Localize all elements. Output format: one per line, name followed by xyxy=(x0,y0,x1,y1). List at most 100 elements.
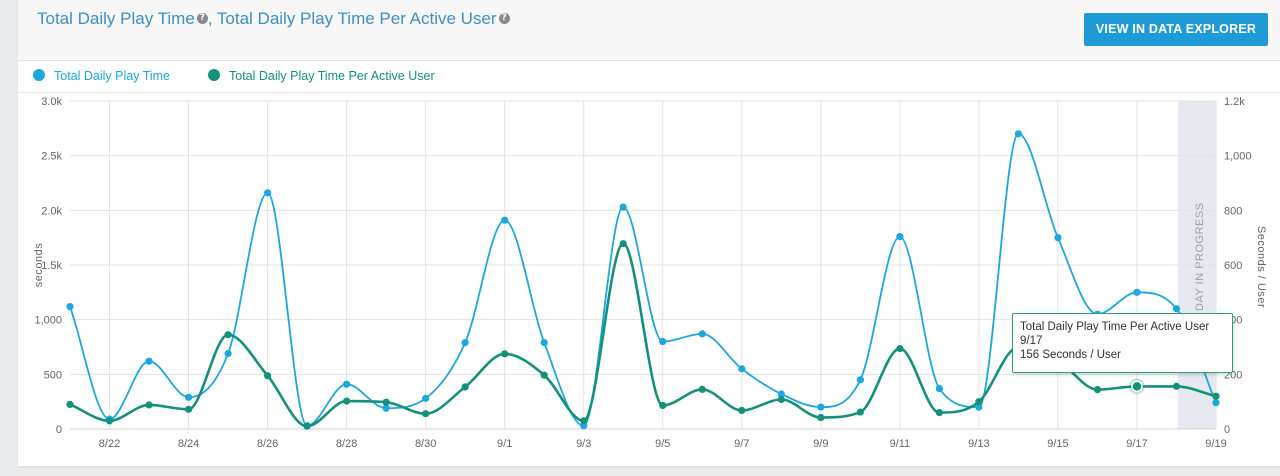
x-tick-label: 9/5 xyxy=(655,438,670,450)
data-point-play-time-per-user xyxy=(66,400,74,408)
x-tick-label: 9/1 xyxy=(497,438,512,450)
series-line-total-play-time xyxy=(69,132,1217,427)
data-point-total-play-time xyxy=(1133,288,1141,296)
y-left-tick-label: 1,000 xyxy=(34,315,62,327)
data-point-play-time-per-user xyxy=(224,331,232,339)
y-right-tick-label: 1,000 xyxy=(1224,151,1252,163)
data-point-play-time-per-user xyxy=(501,350,509,358)
data-point-total-play-time xyxy=(738,365,746,373)
data-point-total-play-time xyxy=(382,404,390,412)
data-point-play-time-per-user xyxy=(856,408,864,416)
legend-item-play-time-per-user[interactable]: Total Daily Play Time Per Active User xyxy=(208,69,435,83)
data-point-total-play-time xyxy=(1014,130,1023,138)
data-point-play-time-per-user xyxy=(777,395,785,404)
data-point-total-play-time xyxy=(896,232,904,241)
data-point-total-play-time xyxy=(817,403,825,411)
y-right-tick-label: 800 xyxy=(1224,205,1242,217)
panel-header: Total Daily Play Time?, Total Daily Play… xyxy=(18,0,1280,61)
data-point-play-time-per-user xyxy=(105,417,114,425)
tooltip-value: 156 Seconds / User xyxy=(1020,349,1122,361)
data-point-total-play-time xyxy=(659,337,667,346)
data-point-play-time-per-user xyxy=(263,372,272,380)
data-point-play-time-per-user xyxy=(303,422,311,430)
data-point-total-play-time xyxy=(580,422,588,430)
x-tick-label: 8/24 xyxy=(178,438,199,450)
data-point-play-time-per-user xyxy=(382,398,390,406)
legend-dot-icon xyxy=(208,69,220,81)
question-circle-icon[interactable]: ? xyxy=(196,13,208,24)
question-circle-icon[interactable]: ? xyxy=(498,13,510,24)
day-in-progress-label: DAY IN PROGRESS xyxy=(1194,202,1206,311)
data-point-total-play-time xyxy=(461,339,469,347)
y-left-tick-label: 2.5k xyxy=(41,151,62,163)
data-point-total-play-time xyxy=(975,403,983,411)
y-left-axis-title: seconds xyxy=(33,243,45,287)
data-point-total-play-time xyxy=(1172,305,1181,313)
y-right-tick-label: 600 xyxy=(1224,260,1242,272)
y-left-tick-label: 0 xyxy=(56,424,62,436)
data-point-play-time-per-user xyxy=(1172,382,1181,390)
y-right-tick-label: 1.2k xyxy=(1224,96,1245,108)
data-point-total-play-time xyxy=(184,393,193,401)
y-left-tick-label: 2.0k xyxy=(41,205,62,217)
chart-tooltip: Total Daily Play Time Per Active User 9/… xyxy=(1012,313,1233,373)
x-tick-label: 8/26 xyxy=(257,438,278,450)
data-point-play-time-per-user xyxy=(738,406,746,415)
data-point-play-time-per-user xyxy=(343,397,351,405)
data-point-total-play-time xyxy=(224,349,232,358)
x-tick-label: 9/7 xyxy=(734,438,749,450)
x-tick-label: 8/22 xyxy=(99,438,120,450)
x-tick-label: 9/17 xyxy=(1126,438,1147,450)
data-point-play-time-per-user xyxy=(619,240,627,248)
data-point-play-time-per-user xyxy=(975,398,983,406)
data-point-play-time-per-user xyxy=(540,371,548,379)
data-point-total-play-time xyxy=(777,390,785,398)
y-left-tick-label: 500 xyxy=(44,369,62,381)
data-point-total-play-time xyxy=(619,203,627,211)
data-point-total-play-time xyxy=(422,394,430,402)
data-point-play-time-per-user xyxy=(817,413,825,422)
data-point-play-time-per-user xyxy=(461,383,469,391)
x-tick-label: 8/30 xyxy=(415,438,436,450)
x-tick-label: 9/19 xyxy=(1205,438,1226,450)
data-point-total-play-time xyxy=(1212,399,1220,407)
title-per-user: , Total Daily Play Time Per Active User xyxy=(207,9,497,28)
data-point-play-time-per-user xyxy=(1212,392,1220,400)
data-point-total-play-time xyxy=(66,302,74,311)
data-point-play-time-per-user xyxy=(896,345,904,353)
title-play-time: Total Daily Play Time xyxy=(37,9,195,28)
x-tick-label: 9/11 xyxy=(890,438,911,450)
chart-panel: Total Daily Play Time?, Total Daily Play… xyxy=(18,0,1280,466)
data-point-play-time-per-user xyxy=(1093,386,1102,394)
x-tick-label: 9/9 xyxy=(813,438,828,450)
legend-label: Total Daily Play Time Per Active User xyxy=(229,69,435,83)
x-tick-label: 8/28 xyxy=(336,438,357,450)
x-tick-label: 9/3 xyxy=(576,438,591,450)
legend-dot-icon xyxy=(33,69,45,81)
data-point-play-time-per-user xyxy=(184,405,193,413)
data-point-total-play-time xyxy=(1054,234,1062,242)
data-point-total-play-time xyxy=(698,330,706,338)
data-point-play-time-per-user xyxy=(145,401,153,409)
chart-legend: Total Daily Play Time Total Daily Play T… xyxy=(18,62,1280,93)
chart-title: Total Daily Play Time?, Total Daily Play… xyxy=(37,9,510,29)
data-point-total-play-time xyxy=(540,339,548,347)
x-tick-label: 9/13 xyxy=(968,438,989,450)
y-left-tick-label: 3.0k xyxy=(41,96,62,108)
y-right-axis-title: Seconds / User xyxy=(1255,226,1267,308)
data-point-total-play-time xyxy=(263,189,272,197)
legend-item-total-play-time[interactable]: Total Daily Play Time xyxy=(33,69,170,83)
view-in-data-explorer-button[interactable]: VIEW IN DATA EXPLORER xyxy=(1084,13,1268,46)
data-point-play-time-per-user xyxy=(422,410,430,418)
x-tick-label: 9/15 xyxy=(1047,438,1068,450)
data-point-total-play-time xyxy=(501,216,509,224)
data-point-play-time-per-user xyxy=(659,401,667,410)
highlighted-data-point xyxy=(1131,380,1143,393)
y-right-tick-label: 0 xyxy=(1224,424,1230,436)
data-point-total-play-time xyxy=(856,376,864,384)
data-point-total-play-time xyxy=(935,384,943,393)
tooltip-date: 9/17 xyxy=(1020,335,1043,347)
data-point-total-play-time xyxy=(343,380,351,388)
tooltip-series: Total Daily Play Time Per Active User xyxy=(1020,321,1210,333)
